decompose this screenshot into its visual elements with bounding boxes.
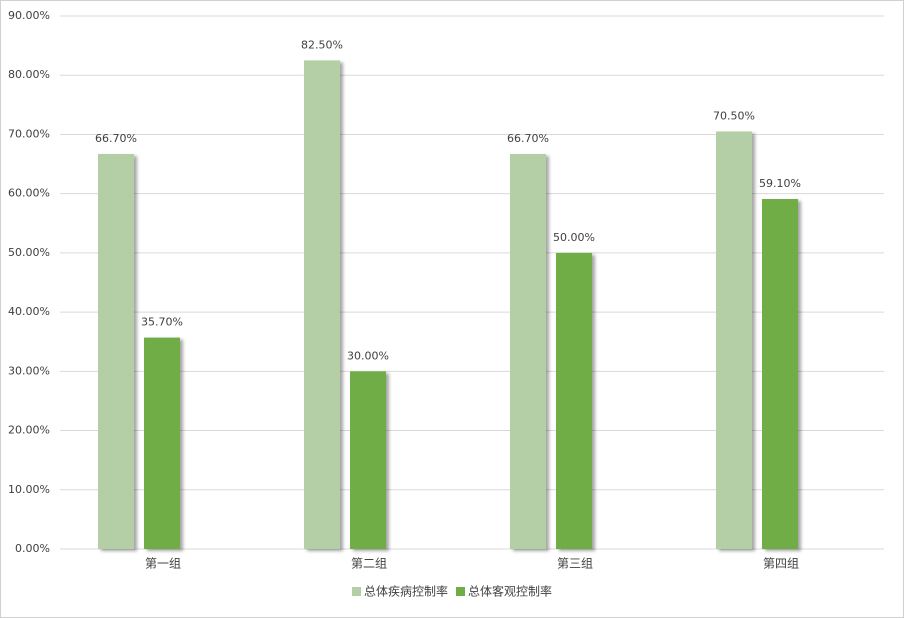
y-tick-label: 70.00% — [8, 127, 50, 140]
legend-label: 总体疾病控制率 — [364, 584, 448, 599]
y-tick-label: 90.00% — [8, 9, 50, 22]
legend-swatch — [352, 587, 361, 596]
y-tick-label: 40.00% — [8, 305, 50, 318]
bar — [304, 60, 340, 550]
x-tick-label: 第四组 — [763, 557, 799, 571]
y-tick-label: 0.00% — [15, 542, 50, 555]
value-label: 50.00% — [553, 231, 595, 244]
y-tick-label: 30.00% — [8, 364, 50, 377]
bar — [716, 131, 752, 549]
y-tick-label: 80.00% — [8, 68, 50, 81]
y-tick-label: 10.00% — [8, 483, 50, 496]
x-tick-label: 第三组 — [557, 557, 593, 571]
bar — [762, 198, 798, 549]
bar — [144, 337, 180, 549]
x-tick-label: 第一组 — [145, 557, 181, 571]
bar — [556, 252, 592, 549]
value-label: 82.50% — [301, 38, 343, 51]
y-tick-label: 50.00% — [8, 246, 50, 259]
value-label: 66.70% — [95, 132, 137, 145]
value-label: 70.50% — [713, 109, 755, 122]
bar — [510, 153, 546, 549]
value-label: 66.70% — [507, 132, 549, 145]
value-label: 30.00% — [347, 349, 389, 362]
bar — [350, 371, 386, 549]
legend-swatch — [456, 587, 466, 596]
bar — [98, 153, 134, 549]
value-label: 35.70% — [141, 316, 183, 329]
x-tick-label: 第二组 — [351, 557, 387, 571]
legend-label: 总体客观控制率 — [468, 584, 552, 599]
y-tick-label: 60.00% — [8, 187, 50, 200]
y-tick-label: 20.00% — [8, 424, 50, 437]
value-label: 59.10% — [759, 177, 801, 190]
